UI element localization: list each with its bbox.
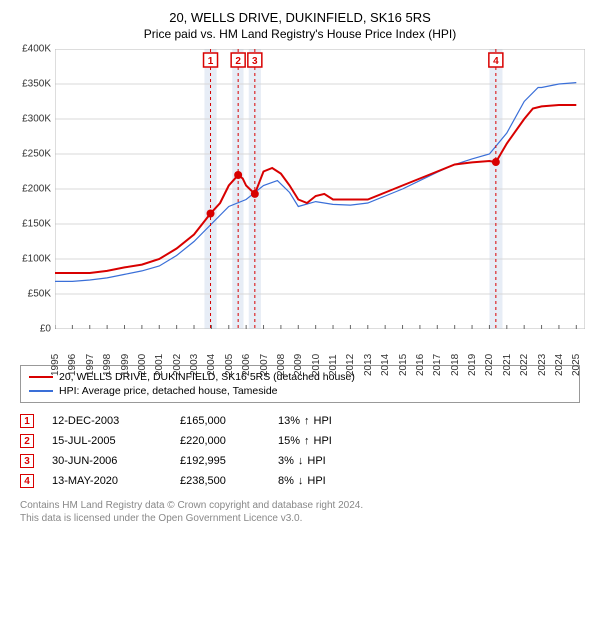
sale-diff: 13%↑HPI	[278, 415, 368, 427]
legend-label: HPI: Average price, detached house, Tame…	[59, 385, 278, 397]
x-tick-label: 2016	[415, 354, 426, 376]
x-tick-label: 2006	[241, 354, 252, 376]
x-tick-label: 2011	[328, 354, 339, 376]
x-tick-label: 1998	[102, 354, 113, 376]
sale-row: 2 15-JUL-2005 £220,000 15%↑HPI	[20, 431, 580, 451]
svg-text:1: 1	[208, 56, 214, 67]
legend-swatch	[29, 390, 53, 392]
sale-date: 12-DEC-2003	[52, 415, 162, 427]
svg-text:2: 2	[235, 56, 241, 67]
arrow-down-icon: ↓	[298, 475, 304, 487]
sale-price: £165,000	[180, 415, 260, 427]
legend-swatch	[29, 376, 53, 378]
sale-date: 13-MAY-2020	[52, 475, 162, 487]
sale-marker-icon: 2	[20, 434, 34, 448]
y-axis-labels: £0£50K£100K£150K£200K£250K£300K£350K£400…	[15, 49, 53, 329]
y-tick-label: £250K	[22, 149, 51, 160]
chart-title: 20, WELLS DRIVE, DUKINFIELD, SK16 5RS	[10, 10, 590, 25]
x-tick-label: 1995	[50, 354, 61, 376]
x-tick-label: 1999	[120, 354, 131, 376]
sale-date: 30-JUN-2006	[52, 455, 162, 467]
x-tick-label: 2022	[519, 354, 530, 376]
x-tick-label: 2020	[484, 354, 495, 376]
sale-row: 1 12-DEC-2003 £165,000 13%↑HPI	[20, 411, 580, 431]
sale-row: 4 13-MAY-2020 £238,500 8%↓HPI	[20, 471, 580, 491]
sale-marker-icon: 4	[20, 474, 34, 488]
footer: Contains HM Land Registry data © Crown c…	[20, 499, 580, 525]
x-tick-label: 2025	[571, 354, 582, 376]
x-tick-label: 2013	[363, 354, 374, 376]
x-tick-label: 2018	[450, 354, 461, 376]
footer-line-1: Contains HM Land Registry data © Crown c…	[20, 499, 580, 512]
sale-diff: 15%↑HPI	[278, 435, 368, 447]
x-tick-label: 2015	[398, 354, 409, 376]
x-tick-label: 2024	[554, 354, 565, 376]
svg-text:4: 4	[493, 56, 499, 67]
x-tick-label: 2008	[276, 354, 287, 376]
x-tick-label: 2010	[311, 354, 322, 376]
x-tick-label: 2001	[154, 354, 165, 376]
sales-table: 1 12-DEC-2003 £165,000 13%↑HPI 2 15-JUL-2005 £…	[20, 411, 580, 491]
x-tick-label: 1997	[85, 354, 96, 376]
x-tick-label: 1996	[67, 354, 78, 376]
y-tick-label: £200K	[22, 184, 51, 195]
y-tick-label: £100K	[22, 254, 51, 265]
x-tick-label: 2009	[293, 354, 304, 376]
y-tick-label: £150K	[22, 219, 51, 230]
x-tick-label: 2007	[259, 354, 270, 376]
sale-marker-icon: 1	[20, 414, 34, 428]
arrow-up-icon: ↑	[304, 415, 310, 427]
x-tick-label: 2019	[467, 354, 478, 376]
legend-row: HPI: Average price, detached house, Tame…	[29, 384, 571, 398]
plot-area: 1 23 4	[55, 49, 585, 329]
x-tick-label: 2023	[537, 354, 548, 376]
sale-date: 15-JUL-2005	[52, 435, 162, 447]
x-axis-labels: 1995199619971998199920002001200220032004…	[55, 329, 585, 359]
sale-price: £220,000	[180, 435, 260, 447]
x-tick-label: 2014	[380, 354, 391, 376]
svg-text:3: 3	[252, 56, 258, 67]
sale-price: £192,995	[180, 455, 260, 467]
chart-svg: 1 23 4	[55, 49, 585, 329]
chart-area: £0£50K£100K£150K£200K£250K£300K£350K£400…	[15, 49, 585, 359]
y-tick-label: £50K	[28, 289, 51, 300]
sale-price: £238,500	[180, 475, 260, 487]
y-tick-label: £350K	[22, 79, 51, 90]
y-tick-label: £300K	[22, 114, 51, 125]
x-tick-label: 2005	[224, 354, 235, 376]
sale-marker-icon: 3	[20, 454, 34, 468]
footer-line-2: This data is licensed under the Open Gov…	[20, 512, 580, 525]
arrow-up-icon: ↑	[304, 435, 310, 447]
x-tick-label: 2004	[206, 354, 217, 376]
x-tick-label: 2000	[137, 354, 148, 376]
x-tick-label: 2002	[172, 354, 183, 376]
x-tick-label: 2012	[345, 354, 356, 376]
y-tick-label: £0	[40, 324, 51, 335]
arrow-down-icon: ↓	[298, 455, 304, 467]
sale-row: 3 30-JUN-2006 £192,995 3%↓HPI	[20, 451, 580, 471]
y-tick-label: £400K	[22, 44, 51, 55]
x-tick-label: 2003	[189, 354, 200, 376]
x-tick-label: 2017	[432, 354, 443, 376]
x-tick-label: 2021	[502, 354, 513, 376]
sale-diff: 3%↓HPI	[278, 455, 368, 467]
sale-diff: 8%↓HPI	[278, 475, 368, 487]
chart-subtitle: Price paid vs. HM Land Registry's House …	[10, 27, 590, 41]
